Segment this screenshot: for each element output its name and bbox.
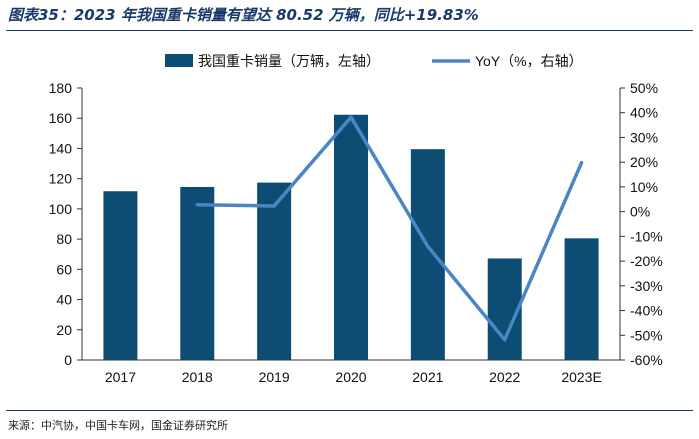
x-tick-label: 2020 <box>335 369 366 385</box>
combo-chart: 我国重卡销量（万辆，左轴） YoY（%，右轴） 0 20 40 60 80 100 120 14… <box>49 53 663 385</box>
left-tick-label: 20 <box>56 322 72 338</box>
right-tick-label: 50% <box>630 80 658 96</box>
right-tick-label: 20% <box>630 154 658 170</box>
bar-2023E <box>564 238 599 360</box>
bar-2021 <box>410 149 445 360</box>
left-tick-label: 140 <box>49 140 73 156</box>
chart-title: 图表35：2023 年我国重卡销量有望达 80.52 万辆，同比+19.83% <box>8 6 479 24</box>
left-tick-label: 40 <box>56 292 72 308</box>
right-tick-label: 0% <box>630 204 650 220</box>
right-tick-label: -50% <box>630 327 663 343</box>
legend-line-label: YoY（%，右轴） <box>475 53 583 69</box>
left-tick-label: 160 <box>49 110 73 126</box>
right-tick-label: 10% <box>630 179 658 195</box>
right-tick-label: 40% <box>630 105 658 121</box>
legend-bar-swatch <box>165 54 193 67</box>
title-divider <box>6 30 693 31</box>
x-tick-label: 2019 <box>259 369 290 385</box>
x-tick-label: 2023E <box>561 369 601 385</box>
x-axis: 2017 2018 2019 2020 2021 2022 2023E <box>82 359 620 385</box>
source-divider <box>6 410 693 411</box>
bar-series <box>103 114 599 360</box>
right-axis: -60% -50% -40% -30% -20% -10% 0% 10% 20% 30% 40% 50… <box>619 80 663 368</box>
x-tick-label: 2022 <box>489 369 520 385</box>
bar-2019 <box>257 182 292 360</box>
left-tick-label: 80 <box>56 231 72 247</box>
left-tick-label: 120 <box>49 171 73 187</box>
left-tick-label: 60 <box>56 261 72 277</box>
bar-2017 <box>103 191 138 360</box>
x-tick-label: 2017 <box>105 369 136 385</box>
yoy-line <box>195 115 584 342</box>
legend-bar-label: 我国重卡销量（万辆，左轴） <box>198 53 380 69</box>
source-note: 来源：中汽协，中国卡车网，国金证券研究所 <box>8 419 228 432</box>
left-tick-label: 180 <box>49 80 73 96</box>
right-tick-label: -60% <box>630 352 663 368</box>
right-tick-label: -10% <box>630 228 663 244</box>
right-tick-label: 30% <box>630 129 658 145</box>
legend: 我国重卡销量（万辆，左轴） YoY（%，右轴） <box>165 53 583 69</box>
right-tick-label: -20% <box>630 253 663 269</box>
right-tick-label: -40% <box>630 303 663 319</box>
right-tick-label: -30% <box>630 278 663 294</box>
left-tick-label: 0 <box>64 352 72 368</box>
line-series <box>195 115 584 342</box>
left-axis: 0 20 40 60 80 100 120 140 160 180 <box>49 80 83 368</box>
x-tick-label: 2018 <box>182 369 213 385</box>
x-tick-label: 2021 <box>412 369 443 385</box>
bar-2018 <box>180 186 215 360</box>
left-tick-label: 100 <box>49 201 73 217</box>
bar-2020 <box>334 114 368 360</box>
